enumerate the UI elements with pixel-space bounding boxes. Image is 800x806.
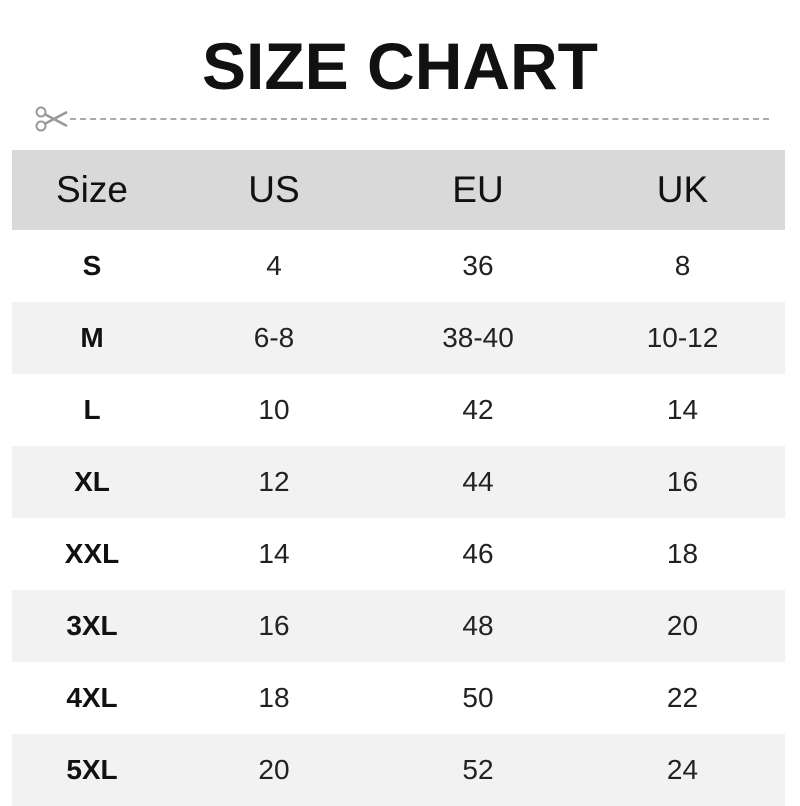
cell-uk: 16 (580, 446, 785, 518)
cell-uk: 20 (580, 590, 785, 662)
cell-us: 6-8 (172, 302, 376, 374)
cell-us: 16 (172, 590, 376, 662)
header-eu: EU (376, 150, 580, 230)
cell-eu: 42 (462, 394, 494, 425)
cell-eu: 52 (376, 734, 580, 806)
header-size: Size (12, 150, 172, 230)
cell-eu: 48 (376, 590, 580, 662)
cell-size: 5XL (12, 734, 172, 806)
table-row: XL 12 44 16 (12, 446, 785, 518)
header-row: Size US EU UK (12, 150, 785, 230)
page-title: SIZE CHART (202, 29, 598, 103)
cell-uk: 18 (666, 538, 699, 569)
cut-line (34, 104, 769, 134)
header-us: US (172, 150, 376, 230)
cell-size: XL (12, 446, 172, 518)
cell-uk: 8 (674, 250, 691, 281)
scissors-icon (35, 106, 68, 132)
table-row: M 6-8 38-40 10-12 (12, 302, 785, 374)
cell-eu: 38-40 (376, 302, 580, 374)
table-row: 5XL 20 52 24 (12, 734, 785, 806)
cell-uk: 22 (666, 682, 699, 713)
cell-uk: 24 (580, 734, 785, 806)
cell-eu: 46 (462, 538, 494, 569)
table-row: S 4 36 8 (12, 230, 785, 302)
cell-size: L (83, 394, 101, 425)
cell-size: M (12, 302, 172, 374)
cell-uk: 10-12 (580, 302, 785, 374)
cell-size: 4XL (66, 682, 118, 713)
table-row: 4XL 18 50 22 (12, 662, 785, 734)
size-table: Size US EU UK S 4 36 8 M 6-8 38-40 10-12 L 10 42 14… (12, 150, 785, 806)
dashed-line (70, 118, 769, 120)
cell-size: XXL (64, 538, 120, 569)
cell-size: S (82, 250, 102, 281)
cell-size: 3XL (12, 590, 172, 662)
cell-us: 18 (258, 682, 290, 713)
table-row: XXL 14 46 18 (12, 518, 785, 590)
header-uk: UK (580, 150, 785, 230)
cell-us: 14 (258, 538, 290, 569)
cell-us: 4 (266, 250, 282, 281)
cell-eu: 44 (376, 446, 580, 518)
table-row: 3XL 16 48 20 (12, 590, 785, 662)
cell-eu: 50 (462, 682, 494, 713)
cell-us: 12 (172, 446, 376, 518)
cell-us: 10 (258, 394, 290, 425)
cell-uk: 14 (666, 394, 699, 425)
cell-eu: 36 (462, 250, 494, 281)
cell-us: 20 (172, 734, 376, 806)
table-row: L 10 42 14 (12, 374, 785, 446)
